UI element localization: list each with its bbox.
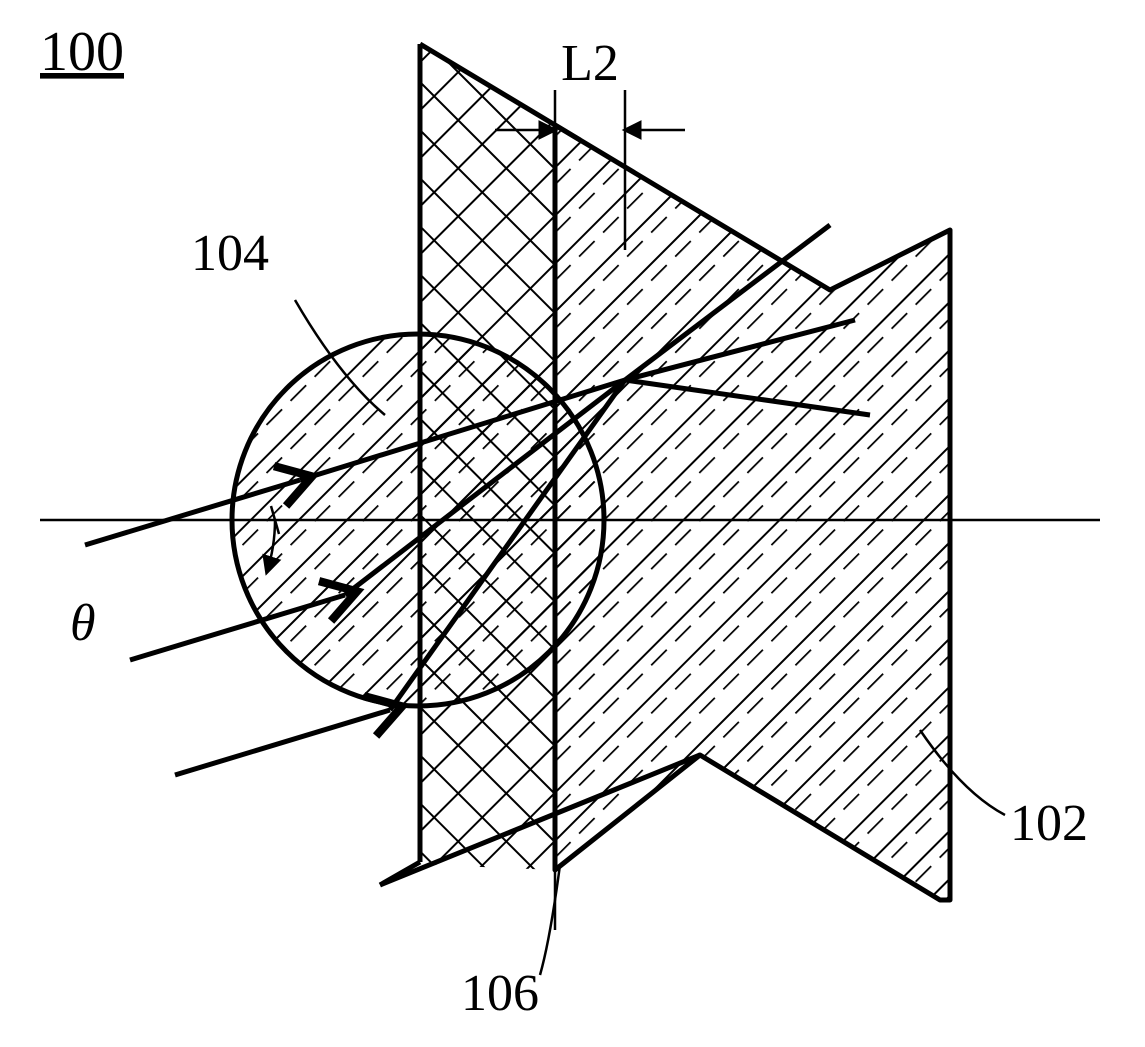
callout-leader [540, 865, 560, 975]
figure-id: 100 [40, 21, 124, 83]
callout-lens-label: 104 [191, 225, 269, 282]
dim-label: L2 [561, 35, 619, 92]
callout-body-label: 102 [1010, 795, 1088, 852]
ray-incoming [175, 710, 390, 775]
callout-interface-label: 106 [461, 965, 539, 1022]
angle-label: θ [70, 595, 96, 652]
